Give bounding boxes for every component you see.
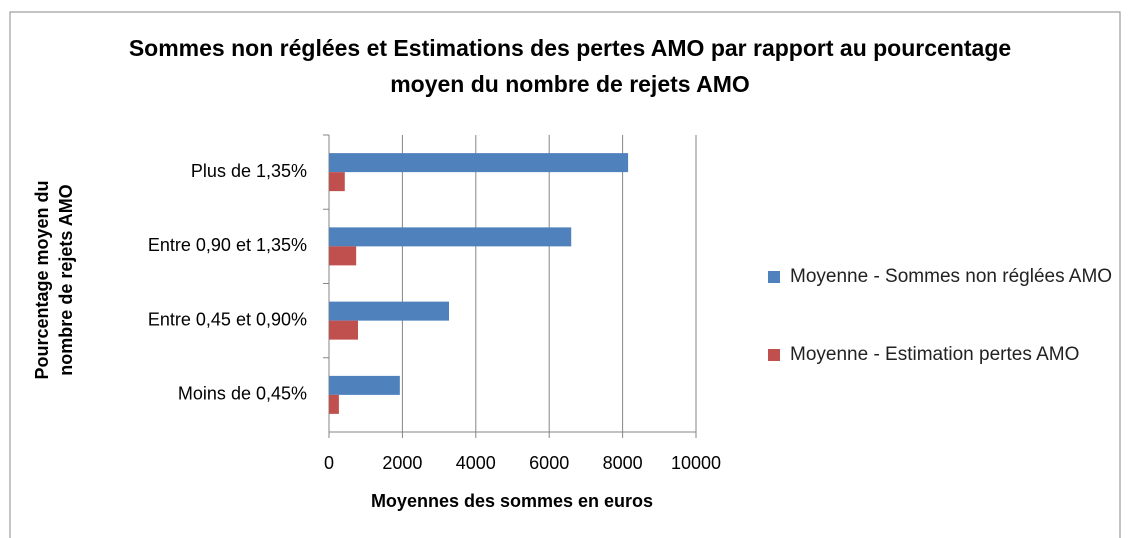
bar — [329, 301, 450, 321]
x-tick-label: 8000 — [603, 453, 643, 473]
x-tick-label: 6000 — [529, 453, 569, 473]
legend-label: Moyenne - Sommes non réglées AMO — [790, 266, 1113, 287]
x-axis-label: Moyennes des sommes en euros — [371, 491, 653, 511]
ylabel-box: Pourcentage moyen du nombre de rejets AM… — [32, 180, 76, 380]
bar — [329, 320, 358, 340]
y-tick-label: Entre 0,45 et 0,90% — [148, 309, 307, 329]
bar — [329, 227, 572, 247]
chart-title: Sommes non réglées et Estimations des pe… — [128, 35, 1012, 97]
y-tick-label: Moins de 0,45% — [178, 384, 307, 404]
frame — [9, 11, 1121, 538]
legend-swatch — [768, 349, 780, 361]
legend-label: Moyenne - Estimation pertes AMO — [790, 344, 1080, 365]
bar — [329, 246, 357, 266]
title-box: Sommes non réglées et Estimations des pe… — [128, 35, 1012, 97]
y-tick-label: Plus de 1,35% — [191, 161, 307, 181]
bar — [329, 172, 345, 192]
bar — [329, 375, 400, 395]
bar — [329, 394, 339, 414]
x-tick-label: 4000 — [456, 453, 496, 473]
x-tick-label: 10000 — [671, 453, 721, 473]
legend-swatch — [768, 271, 780, 283]
y-tick-label: Entre 0,90 et 1,35% — [148, 235, 307, 255]
x-tick-label: 0 — [324, 453, 334, 473]
bar — [329, 153, 629, 173]
x-tick-label: 2000 — [382, 453, 422, 473]
y-axis-label: Pourcentage moyen du nombre de rejets AM… — [32, 180, 76, 380]
